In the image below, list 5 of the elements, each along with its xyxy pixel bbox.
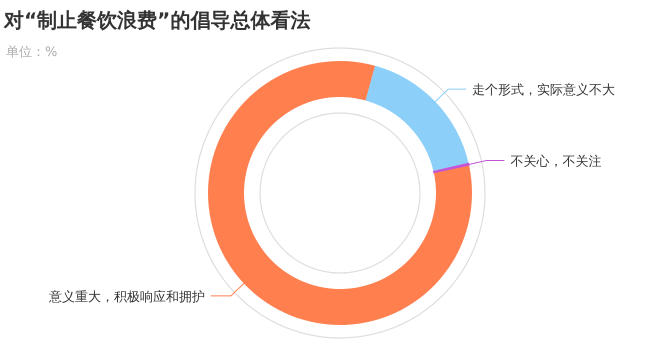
chart-title: 对“制止餐饮浪费”的倡导总体看法 [3,8,310,32]
slice-label: 意义重大，积极响应和拥护 [48,288,205,305]
slice-label: 不关心，不关注 [510,154,602,170]
chart-subtitle: 单位：% [6,45,58,60]
slice-label: 走个形式，实际意义不大 [472,83,616,98]
